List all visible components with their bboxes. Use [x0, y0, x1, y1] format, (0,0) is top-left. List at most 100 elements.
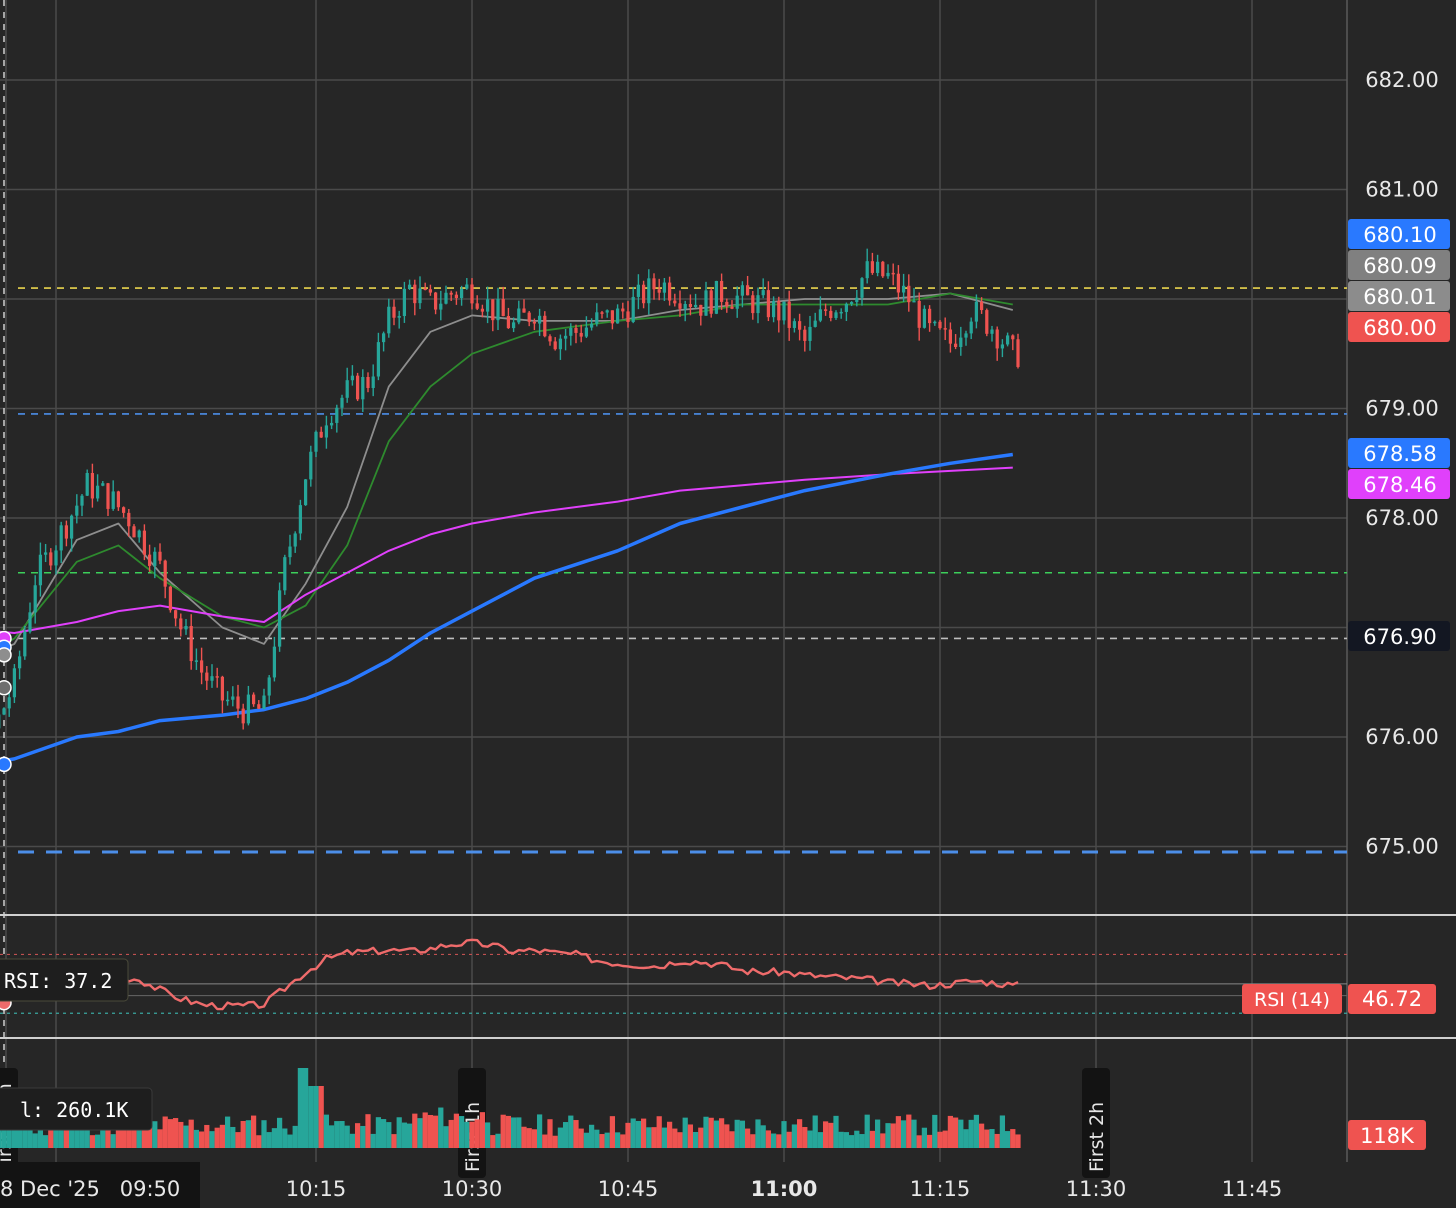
candle-body	[147, 554, 152, 566]
volume-bar	[812, 1115, 818, 1148]
volume-bar	[932, 1114, 938, 1148]
volume-bar	[375, 1117, 382, 1148]
volume-bar	[833, 1115, 839, 1148]
volume-bar	[890, 1123, 896, 1148]
volume-bar	[911, 1119, 917, 1148]
price-badge-box	[1348, 250, 1450, 280]
volume-bar	[0, 1124, 2, 1148]
candle-body	[59, 525, 63, 551]
volume-bar	[224, 1116, 231, 1148]
volume-bar	[885, 1123, 891, 1148]
candle-body	[17, 656, 22, 669]
candle-body	[979, 301, 984, 311]
volume-bar	[495, 1133, 501, 1148]
candle-body	[418, 288, 422, 304]
candle-body	[251, 694, 256, 705]
candle-body	[475, 303, 479, 309]
volume-bar	[765, 1130, 772, 1148]
volume-bar	[302, 1068, 309, 1148]
candle-body	[43, 552, 48, 555]
price-badge-label: 678.58	[1363, 442, 1436, 466]
volume-bar	[859, 1134, 865, 1148]
volume-bar	[479, 1112, 486, 1148]
candle-body	[543, 315, 547, 337]
volume-bar	[22, 1130, 28, 1148]
candle-body	[262, 695, 266, 709]
volume-bar	[323, 1114, 330, 1148]
candle-body	[501, 298, 505, 317]
volume-bar	[110, 1134, 116, 1148]
volume-bar	[386, 1122, 392, 1148]
volume-bar	[438, 1107, 444, 1148]
volume-bar	[640, 1118, 647, 1148]
candle-body	[433, 292, 438, 310]
volume-bar	[880, 1133, 886, 1148]
candle-body	[569, 327, 573, 336]
candle-body	[621, 308, 625, 312]
volume-bar	[417, 1118, 423, 1148]
volume-bar	[547, 1119, 553, 1148]
candle-body	[95, 485, 100, 499]
candle-body	[938, 321, 942, 329]
candle-body	[205, 672, 209, 681]
volume-bar	[713, 1120, 720, 1148]
candle-body	[33, 585, 37, 613]
volume-bar	[874, 1119, 881, 1148]
candle-body	[319, 431, 323, 438]
candle-body	[990, 329, 994, 334]
candle-body	[444, 292, 448, 304]
candle-body	[324, 425, 329, 438]
candle-body	[719, 280, 724, 302]
volume-bar	[250, 1115, 257, 1148]
candle-body	[85, 473, 89, 496]
volume-bar	[604, 1132, 610, 1148]
volume-bar	[48, 1129, 54, 1148]
volume-bar	[677, 1132, 683, 1148]
volume-bar	[661, 1127, 668, 1148]
volume-bar	[776, 1134, 782, 1148]
volume-bar	[916, 1135, 922, 1148]
candle-body	[865, 261, 869, 279]
rsi-name-label: RSI (14)	[1254, 989, 1330, 1011]
volume-bar	[895, 1116, 902, 1148]
candle-body	[896, 273, 901, 293]
candle-body	[111, 491, 115, 509]
volume-bar	[921, 1127, 928, 1148]
volume-bar	[952, 1117, 959, 1148]
candle-body	[350, 375, 355, 381]
price-tick-label: 675.00	[1365, 835, 1438, 859]
volume-legend-box	[0, 1087, 153, 1131]
candle-body	[704, 290, 708, 316]
candle-body	[511, 322, 516, 329]
candle-body	[709, 290, 713, 314]
volume-bar	[370, 1133, 376, 1148]
candle-body	[683, 303, 687, 309]
candle-body	[693, 304, 698, 307]
candle-body	[309, 451, 313, 480]
candle-body	[1005, 335, 1010, 345]
candle-body	[168, 586, 173, 611]
candle-body	[548, 336, 552, 342]
price-badge-label: 680.01	[1363, 285, 1436, 309]
volume-bar	[635, 1120, 642, 1148]
price-badge-label: 676.90	[1363, 625, 1436, 649]
candle-body	[7, 697, 11, 709]
candle-body	[428, 289, 433, 293]
session-marker-label: First 2h	[1086, 1102, 1108, 1172]
candle-body	[740, 285, 745, 296]
volume-bar	[588, 1124, 595, 1148]
volume-bar	[380, 1119, 387, 1148]
legends: RSI: 37.2 l: 260.1K	[0, 958, 153, 1131]
candle-body	[215, 676, 219, 678]
candle-body	[392, 306, 396, 318]
volume-bar	[724, 1124, 730, 1148]
axes: 682.00 681.00 679.00 678.00 676.00 675.00 8 De…	[0, 68, 1439, 1208]
candle-body	[953, 343, 958, 347]
candle-body	[959, 337, 963, 347]
volume-bar	[942, 1130, 948, 1148]
volume-bar	[334, 1121, 340, 1148]
rsi-badge: RSI (14) 46.72	[1242, 984, 1436, 1014]
candle-body	[371, 376, 375, 388]
candle-body	[922, 308, 927, 328]
